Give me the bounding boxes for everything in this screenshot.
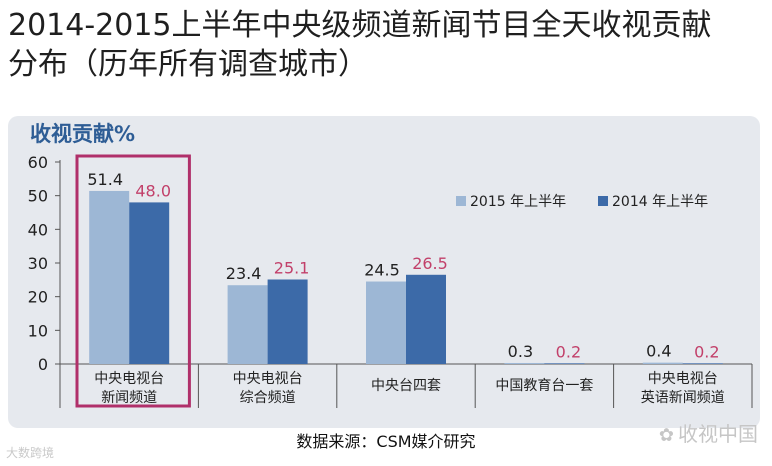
data-label: 0.2 xyxy=(694,342,719,361)
bar-series-2 xyxy=(544,363,585,364)
data-label: 23.4 xyxy=(226,264,262,283)
y-tick-label: 40 xyxy=(28,220,48,239)
legend-swatch xyxy=(456,196,466,206)
bar-series-2 xyxy=(682,363,723,364)
category-label: 中央电视台 xyxy=(648,371,718,387)
category-label: 综合频道 xyxy=(240,390,296,406)
y-tick-label: 60 xyxy=(28,153,48,172)
bar-series-2 xyxy=(129,202,170,364)
bar-series-2 xyxy=(406,274,446,364)
legend-label: 2014 年上半年 xyxy=(612,194,708,210)
bar-series-1 xyxy=(504,362,545,364)
data-label: 0.4 xyxy=(646,342,671,361)
chart-ylabel: 收视贡献% xyxy=(30,122,136,146)
bar-series-2 xyxy=(267,279,308,364)
category-label: 英语新闻频道 xyxy=(641,389,725,406)
page-title: 2014-2015上半年中央级频道新闻节目全天收视贡献 分布（历年所有调查城市） xyxy=(8,6,764,84)
bar-series-1 xyxy=(227,285,268,364)
bar-series-1 xyxy=(366,281,406,364)
y-tick-label: 50 xyxy=(28,187,48,206)
data-label: 26.5 xyxy=(412,254,448,273)
y-tick-label: 10 xyxy=(28,321,48,340)
y-tick-label: 20 xyxy=(28,288,48,307)
title-line-1: 2014-2015上半年中央级频道新闻节目全天收视贡献 xyxy=(8,8,712,43)
title-line-2: 分布（历年所有调查城市） xyxy=(8,47,368,82)
data-label: 0.2 xyxy=(556,342,581,361)
wechat-icon: ✿ xyxy=(658,425,674,446)
source-note: 数据来源：CSM媒介研究 xyxy=(296,432,476,451)
data-label: 25.1 xyxy=(274,258,310,277)
data-label: 24.5 xyxy=(364,261,400,280)
data-label: 51.4 xyxy=(87,170,123,189)
bar-series-1 xyxy=(642,362,683,364)
y-tick-label: 30 xyxy=(28,254,48,273)
legend-swatch xyxy=(598,196,608,206)
data-label: 48.0 xyxy=(135,181,171,200)
data-label: 0.3 xyxy=(508,342,533,361)
watermark-right-text: 收视中国 xyxy=(678,422,758,446)
watermark-left: 大数跨境 xyxy=(6,446,55,460)
highlight-box xyxy=(75,154,191,408)
bar-series-1 xyxy=(89,190,130,364)
category-label: 新闻频道 xyxy=(101,390,157,406)
category-label: 中国教育台一套 xyxy=(495,378,593,394)
category-label: 中央台四套 xyxy=(371,378,441,394)
watermark-right: ✿ 收视中国 xyxy=(659,418,758,447)
legend-label: 2015 年上半年 xyxy=(470,194,566,210)
category-label: 中央电视台 xyxy=(233,371,303,387)
category-label: 中央电视台 xyxy=(94,371,164,387)
y-tick-label: 0 xyxy=(38,355,48,374)
